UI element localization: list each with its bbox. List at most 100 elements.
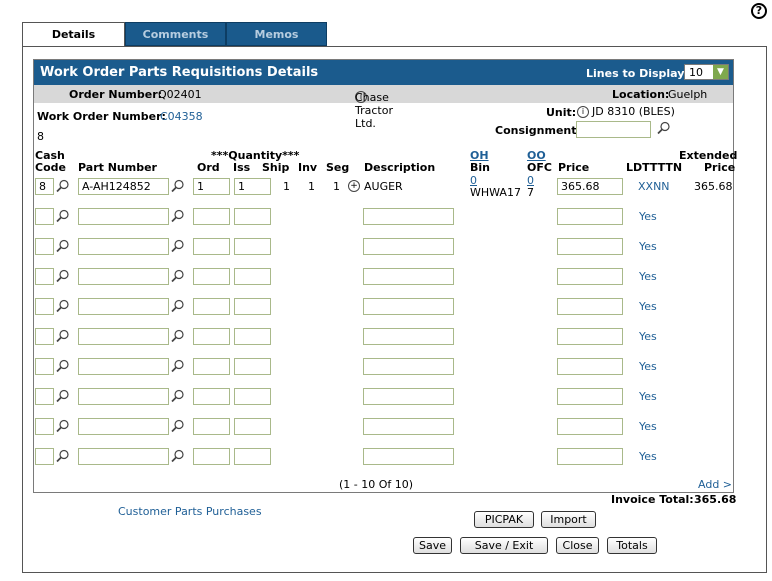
- description-input[interactable]: [363, 268, 454, 285]
- ldtttn-link[interactable]: Yes: [639, 330, 657, 343]
- lines-to-display-select[interactable]: 10 ▼: [684, 64, 729, 80]
- cash-code-input[interactable]: [35, 238, 54, 255]
- magnifier-icon[interactable]: [171, 419, 185, 433]
- magnifier-icon[interactable]: [171, 329, 185, 343]
- iss-input[interactable]: 1: [234, 178, 271, 195]
- import-button[interactable]: Import: [541, 511, 596, 528]
- iss-input[interactable]: [234, 448, 271, 465]
- magnifier-icon[interactable]: [56, 209, 70, 223]
- iss-input[interactable]: [234, 298, 271, 315]
- totals-button[interactable]: Totals: [607, 537, 657, 554]
- magnifier-icon[interactable]: [171, 179, 185, 193]
- magnifier-icon[interactable]: [56, 419, 70, 433]
- price-input[interactable]: [557, 358, 623, 375]
- cash-code-input[interactable]: [35, 208, 54, 225]
- iss-input[interactable]: [234, 418, 271, 435]
- consignment-input[interactable]: [576, 121, 651, 138]
- part-number-input[interactable]: [78, 268, 169, 285]
- description-input[interactable]: [363, 358, 454, 375]
- iss-input[interactable]: [234, 238, 271, 255]
- col-oo[interactable]: OO: [527, 149, 546, 162]
- close-button[interactable]: Close: [556, 537, 599, 554]
- magnifier-icon[interactable]: [56, 359, 70, 373]
- iss-input[interactable]: [234, 328, 271, 345]
- magnifier-icon[interactable]: [56, 329, 70, 343]
- ldtttn-link[interactable]: XXNN: [638, 180, 670, 193]
- description-input[interactable]: [363, 448, 454, 465]
- magnifier-icon[interactable]: [171, 269, 185, 283]
- part-number-input[interactable]: A-AH124852: [78, 178, 169, 195]
- magnifier-icon[interactable]: [171, 239, 185, 253]
- ldtttn-link[interactable]: Yes: [639, 420, 657, 433]
- add-link[interactable]: Add >: [698, 478, 733, 491]
- ldtttn-link[interactable]: Yes: [639, 270, 657, 283]
- ord-input[interactable]: [193, 358, 230, 375]
- iss-input[interactable]: [234, 358, 271, 375]
- price-input[interactable]: [557, 208, 623, 225]
- price-input[interactable]: [557, 388, 623, 405]
- magnifier-icon[interactable]: [56, 299, 70, 313]
- magnifier-icon[interactable]: [657, 121, 671, 135]
- ldtttn-link[interactable]: Yes: [639, 240, 657, 253]
- plus-circle-icon[interactable]: +: [348, 179, 360, 192]
- info-icon[interactable]: i: [577, 106, 589, 118]
- tab-details[interactable]: Details: [22, 22, 125, 46]
- part-number-input[interactable]: [78, 298, 169, 315]
- save-exit-button[interactable]: Save / Exit: [460, 537, 548, 554]
- magnifier-icon[interactable]: [56, 449, 70, 463]
- part-number-input[interactable]: [78, 238, 169, 255]
- cash-code-input[interactable]: [35, 268, 54, 285]
- magnifier-icon[interactable]: [56, 239, 70, 253]
- magnifier-icon[interactable]: [56, 269, 70, 283]
- cash-code-input[interactable]: [35, 358, 54, 375]
- cash-code-input[interactable]: [35, 298, 54, 315]
- magnifier-icon[interactable]: [171, 449, 185, 463]
- ldtttn-link[interactable]: Yes: [639, 360, 657, 373]
- info-icon[interactable]: i: [355, 91, 367, 103]
- iss-input[interactable]: [234, 268, 271, 285]
- iss-input[interactable]: [234, 208, 271, 225]
- save-button[interactable]: Save: [413, 537, 452, 554]
- work-order-link[interactable]: C04358: [160, 110, 203, 123]
- description-input[interactable]: [363, 298, 454, 315]
- ldtttn-link[interactable]: Yes: [639, 390, 657, 403]
- ord-input[interactable]: [193, 448, 230, 465]
- oh-link[interactable]: 0: [470, 174, 477, 187]
- price-input[interactable]: [557, 328, 623, 345]
- ord-input[interactable]: [193, 208, 230, 225]
- ord-input[interactable]: [193, 418, 230, 435]
- description-input[interactable]: [363, 328, 454, 345]
- ord-input[interactable]: [193, 238, 230, 255]
- price-input[interactable]: [557, 298, 623, 315]
- part-number-input[interactable]: [78, 388, 169, 405]
- tab-memos[interactable]: Memos: [226, 22, 327, 46]
- cash-code-input[interactable]: [35, 388, 54, 405]
- ldtttn-link[interactable]: Yes: [639, 300, 657, 313]
- price-input[interactable]: [557, 238, 623, 255]
- cash-code-input[interactable]: [35, 448, 54, 465]
- part-number-input[interactable]: [78, 448, 169, 465]
- magnifier-icon[interactable]: [171, 389, 185, 403]
- description-input[interactable]: [363, 418, 454, 435]
- ord-input[interactable]: [193, 328, 230, 345]
- part-number-input[interactable]: [78, 328, 169, 345]
- part-number-input[interactable]: [78, 208, 169, 225]
- cash-code-input[interactable]: 8: [35, 178, 54, 195]
- cash-code-input[interactable]: [35, 328, 54, 345]
- price-input[interactable]: [557, 268, 623, 285]
- magnifier-icon[interactable]: [56, 389, 70, 403]
- tab-comments[interactable]: Comments: [125, 22, 226, 46]
- col-oh[interactable]: OH: [470, 149, 489, 162]
- magnifier-icon[interactable]: [56, 179, 70, 193]
- description-input[interactable]: [363, 208, 454, 225]
- iss-input[interactable]: [234, 388, 271, 405]
- price-input[interactable]: 365.68: [557, 178, 623, 195]
- ord-input[interactable]: 1: [193, 178, 230, 195]
- magnifier-icon[interactable]: [171, 209, 185, 223]
- part-number-input[interactable]: [78, 358, 169, 375]
- ord-input[interactable]: [193, 388, 230, 405]
- description-input[interactable]: [363, 238, 454, 255]
- price-input[interactable]: [557, 448, 623, 465]
- magnifier-icon[interactable]: [171, 299, 185, 313]
- customer-parts-purchases-link[interactable]: Customer Parts Purchases: [118, 505, 262, 518]
